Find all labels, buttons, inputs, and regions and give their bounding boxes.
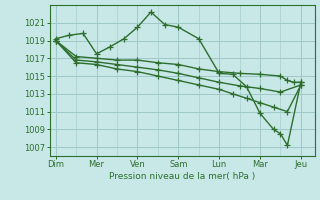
X-axis label: Pression niveau de la mer( hPa ): Pression niveau de la mer( hPa ) <box>109 172 256 181</box>
